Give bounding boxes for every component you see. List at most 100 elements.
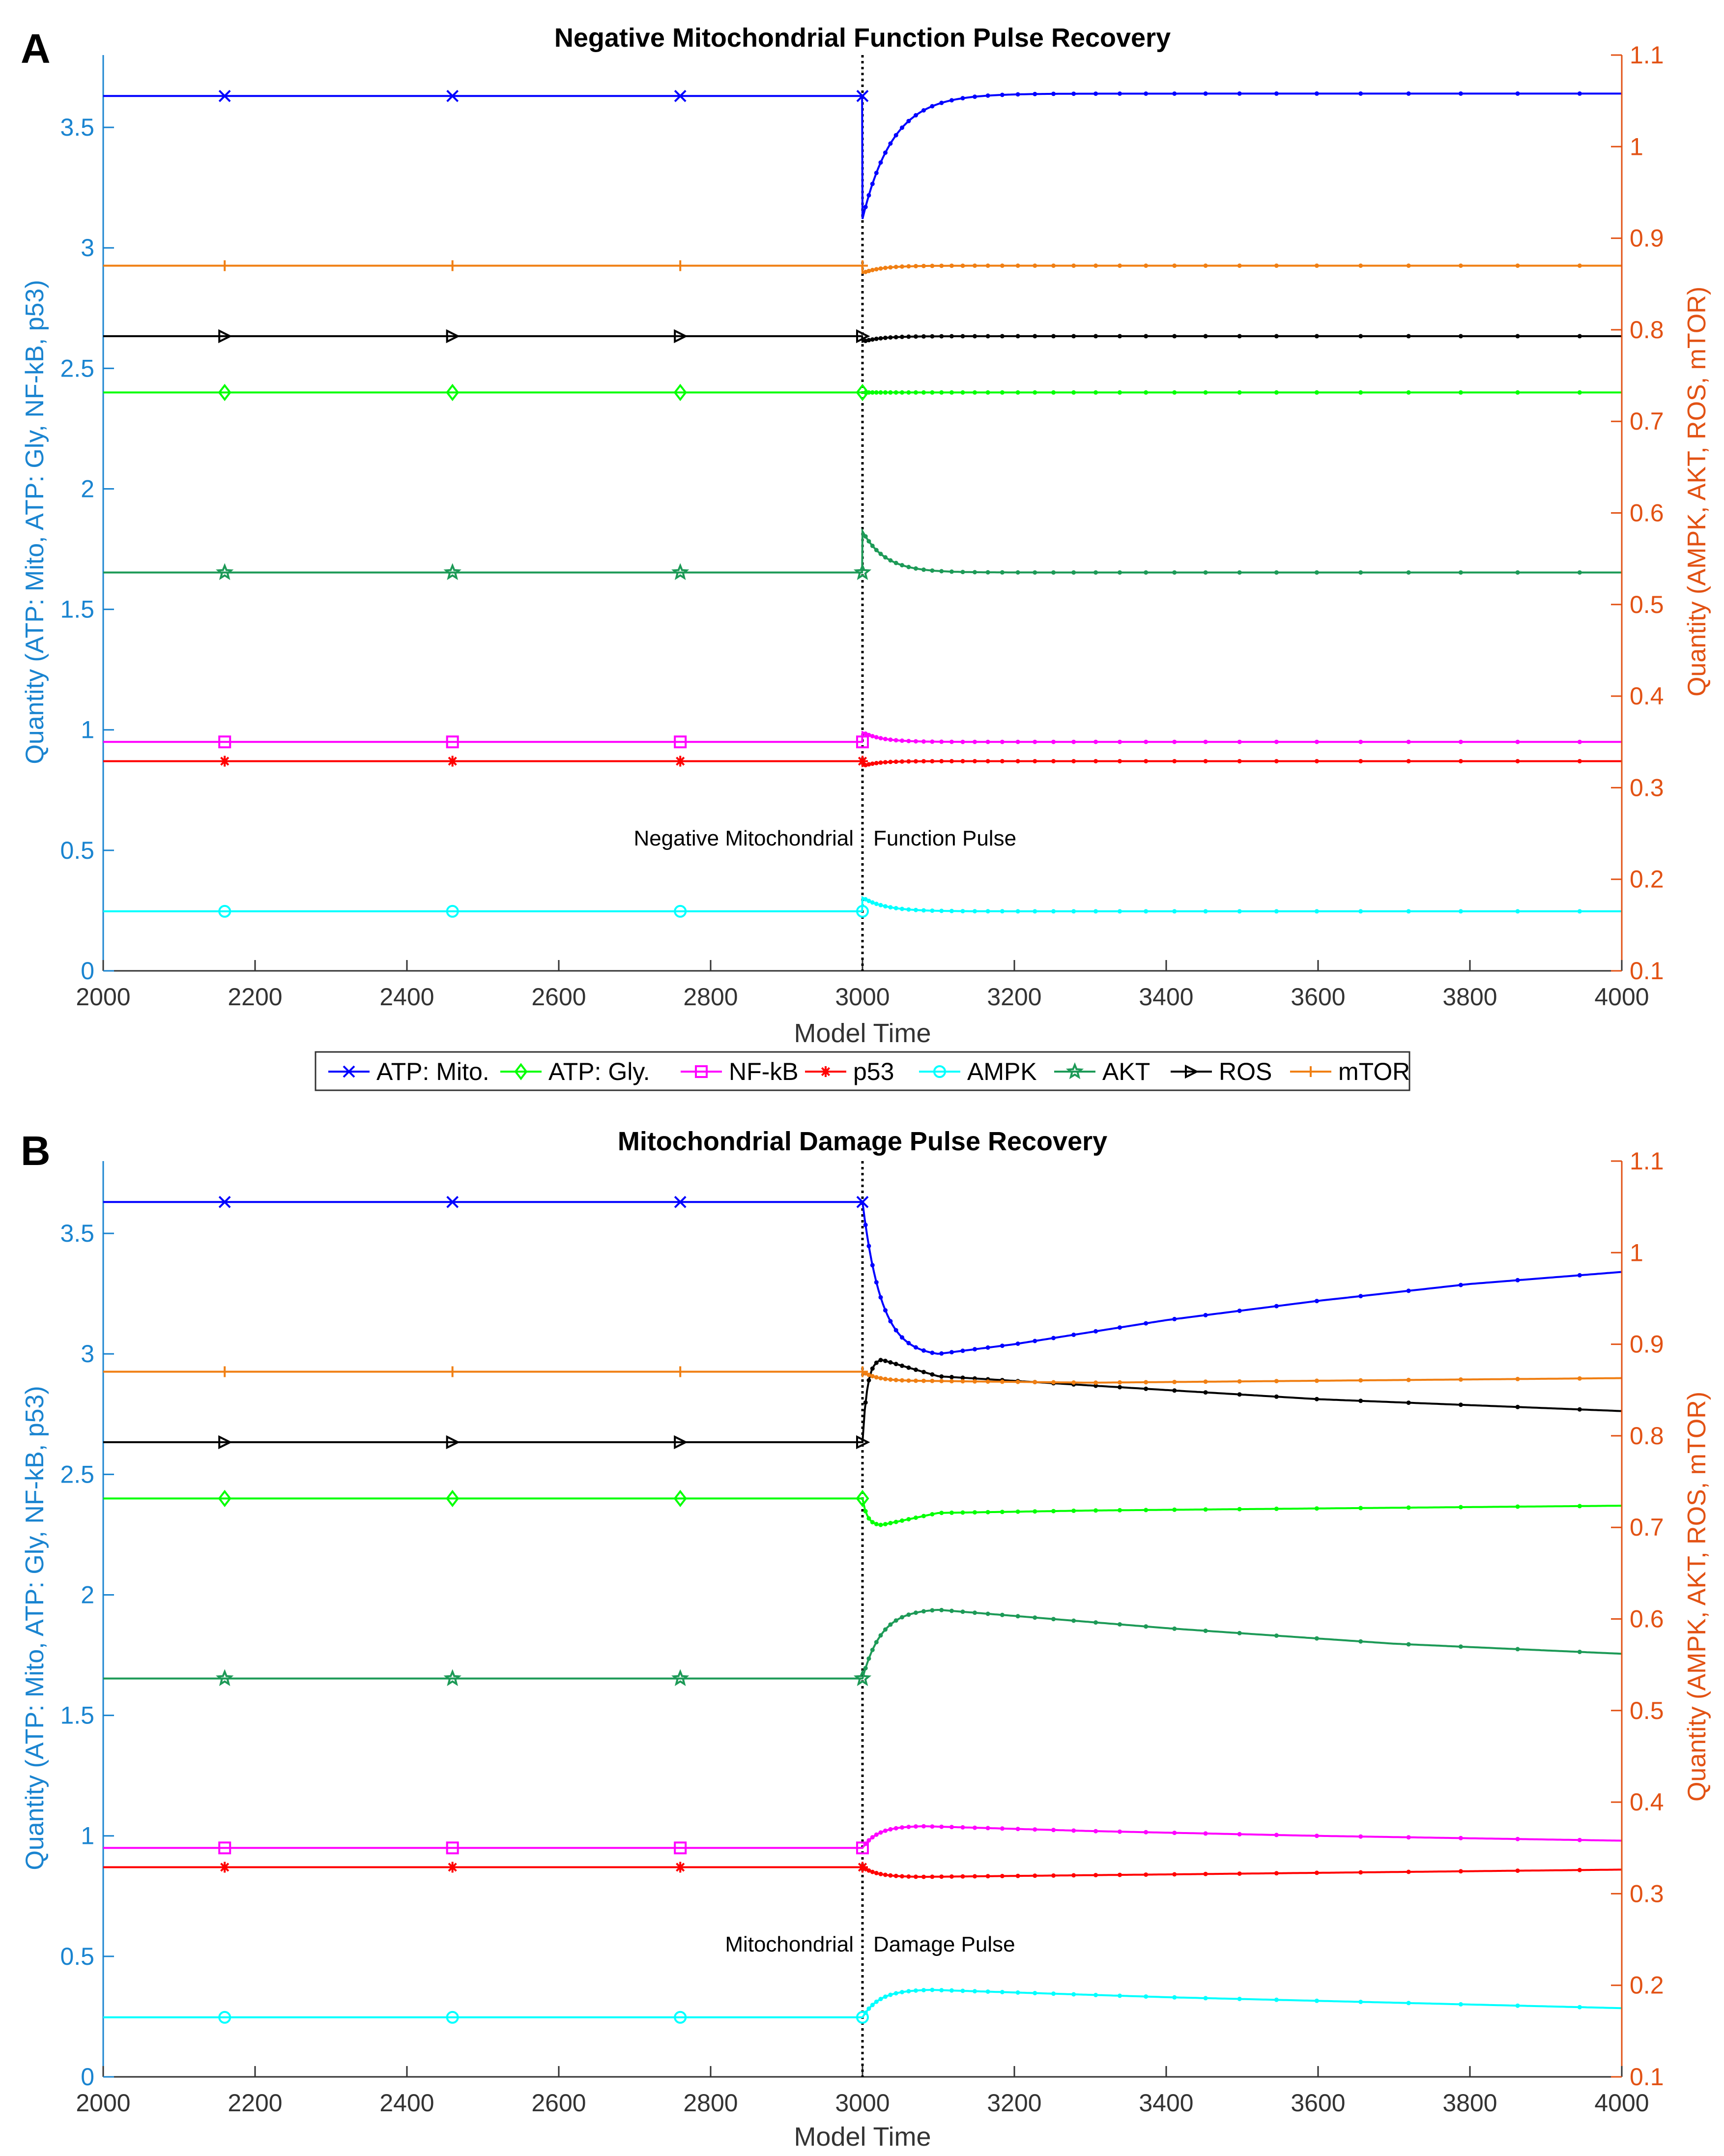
solver-dot [1172, 1831, 1177, 1836]
series-marker [447, 1366, 458, 1377]
solver-dot [1093, 1508, 1098, 1513]
solver-dot [1314, 739, 1319, 744]
solver-dot [1033, 390, 1037, 395]
solver-dot [1071, 1873, 1076, 1878]
solver-dot [883, 1828, 888, 1833]
y-tick-right-label: 0.2 [1630, 1972, 1664, 1999]
solver-dot [883, 904, 888, 909]
solver-dot [949, 1350, 954, 1355]
solver-dot [921, 1609, 926, 1614]
solver-dot [1358, 263, 1363, 268]
solver-dot [900, 759, 904, 764]
solver-dot [1071, 334, 1076, 339]
solver-dot [973, 1347, 977, 1352]
solver-dot [1093, 1993, 1098, 1997]
solver-dot [1406, 570, 1411, 575]
y-tick-right-label: 1 [1630, 1239, 1643, 1266]
solver-dot [1144, 91, 1149, 96]
solver-dot [1358, 909, 1363, 914]
solver-dot [930, 1372, 935, 1377]
solver-dot [874, 1999, 879, 2004]
solver-dot [1172, 1995, 1177, 2000]
solver-dot [1274, 759, 1279, 763]
solver-dot [883, 1522, 888, 1527]
solver-dot [870, 900, 875, 905]
solver-dot [878, 1358, 883, 1363]
solver-dot [985, 909, 990, 914]
solver-dot [863, 1223, 868, 1227]
solver-dot [1358, 739, 1363, 744]
solver-dot [1172, 570, 1177, 575]
solver-dot [930, 759, 935, 764]
solver-dot [870, 1835, 875, 1840]
solver-dot [1033, 334, 1037, 339]
solver-dot [1577, 909, 1582, 914]
solver-dot [973, 1874, 977, 1879]
solver-dot [883, 265, 888, 270]
solver-dot [1172, 390, 1177, 395]
solver-dot [1051, 1336, 1056, 1340]
series-marker [218, 2010, 231, 2024]
y-tick-left-label: 2.5 [60, 354, 94, 382]
solver-dot [1015, 1990, 1020, 1995]
solver-dot [914, 1368, 918, 1372]
solver-dot [1203, 570, 1208, 575]
series-marker [218, 1195, 231, 1208]
y-tick-left-label: 1.5 [60, 1702, 94, 1729]
solver-dot [1000, 909, 1005, 914]
y-tick-right-label: 1.1 [1630, 1147, 1664, 1175]
solver-dot [1071, 570, 1076, 575]
solver-dot [893, 560, 898, 565]
legend-marker [1305, 1066, 1316, 1077]
solver-dot [1093, 1873, 1098, 1878]
x-tick-label: 4000 [1594, 2089, 1649, 2117]
solver-dot [973, 739, 977, 744]
solver-dot [1515, 1278, 1520, 1282]
solver-dot [1172, 1626, 1177, 1631]
solver-dot [1144, 1380, 1149, 1385]
solver-dot [1406, 739, 1411, 744]
solver-dot [906, 1365, 911, 1370]
solver-dot [1577, 1504, 1582, 1509]
series-atp-mito [103, 1195, 1621, 1356]
y-tick-left-label: 2 [81, 475, 94, 502]
solver-dot [906, 1874, 911, 1879]
solver-dot [1237, 1997, 1242, 2001]
y-tick-right-label: 0.1 [1630, 957, 1664, 985]
solver-dot [888, 1827, 893, 1832]
x-axis-label: Model Time [794, 2122, 931, 2152]
y-tick-right-label: 0.1 [1630, 2063, 1664, 2091]
legend-item-akt: AKT [1054, 1058, 1150, 1085]
legend-label: p53 [853, 1058, 894, 1085]
solver-dot [1172, 1507, 1177, 1512]
legend-marker [343, 1065, 355, 1078]
solver-dot [921, 1824, 926, 1829]
legend-marker [933, 1065, 946, 1078]
series-marker [446, 1489, 460, 1507]
solver-dot [1515, 759, 1520, 763]
solver-dot [1172, 334, 1177, 339]
solver-dot [939, 908, 944, 913]
solver-dot [1577, 1837, 1582, 1842]
solver-dot [870, 734, 875, 739]
solver-dot [1144, 1872, 1149, 1877]
solver-dot [1071, 1992, 1076, 1997]
x-tick-label: 3800 [1442, 983, 1497, 1011]
solver-dot [1203, 1629, 1208, 1633]
solver-dot [1172, 1316, 1177, 1321]
solver-dot [1118, 1872, 1122, 1877]
solver-dot [906, 390, 911, 395]
solver-dot [921, 1988, 926, 1993]
solver-dot [949, 1825, 954, 1830]
solver-dot [939, 1988, 944, 1993]
solver-dot [939, 1874, 944, 1879]
solver-dot [1144, 909, 1149, 914]
solver-dot [1015, 1827, 1020, 1832]
solver-dot [866, 2006, 871, 2011]
solver-dot [874, 1640, 879, 1645]
solver-dot [985, 1611, 990, 1616]
solver-dot [906, 118, 911, 123]
series-marker [219, 1366, 230, 1377]
solver-dot [866, 899, 871, 903]
